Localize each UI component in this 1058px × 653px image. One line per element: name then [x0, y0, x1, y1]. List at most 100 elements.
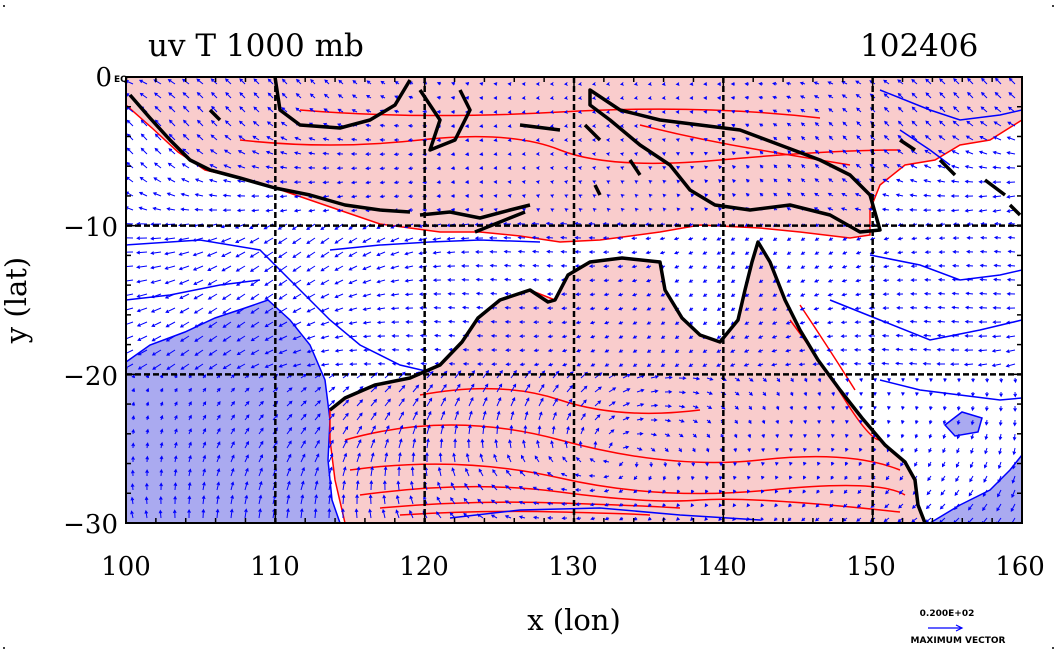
wind-vector	[928, 461, 932, 468]
wind-vector	[154, 105, 162, 113]
wind-vector	[482, 410, 487, 421]
wind-vector	[998, 433, 1003, 441]
wind-vector	[518, 486, 526, 491]
wind-vector	[786, 192, 792, 197]
wind-vector	[384, 411, 391, 421]
wind-vector	[328, 452, 334, 463]
wind-vector	[194, 349, 204, 356]
wind-vector	[286, 480, 291, 491]
wind-vector	[704, 207, 709, 212]
wind-vector	[1013, 377, 1018, 384]
wind-vector	[911, 120, 918, 127]
wind-vector	[377, 334, 386, 339]
wind-vector	[704, 503, 709, 508]
wind-vector	[518, 277, 526, 282]
wind-vector	[538, 383, 545, 393]
wind-vector	[773, 517, 778, 522]
wind-vector	[230, 481, 235, 491]
wind-vector	[772, 123, 778, 127]
wind-vector	[533, 320, 540, 325]
wind-vector	[265, 179, 274, 184]
wind-vector	[393, 194, 400, 199]
wind-vector	[327, 508, 332, 519]
wind-vector	[306, 293, 316, 299]
wind-vector	[140, 119, 148, 127]
wind-vector	[280, 121, 288, 127]
wind-vector	[393, 166, 400, 171]
wind-vector	[407, 208, 414, 212]
wind-vector	[978, 209, 988, 213]
wind-vector	[985, 391, 989, 398]
wind-vector	[258, 494, 263, 505]
wind-vector	[264, 265, 274, 272]
wind-vector	[236, 307, 246, 314]
wind-vector	[858, 461, 863, 467]
wind-vector	[594, 427, 600, 435]
wind-vector	[800, 108, 806, 113]
wind-vector	[531, 235, 540, 240]
wind-vector	[479, 453, 484, 463]
wind-vector	[377, 361, 386, 366]
wind-vector	[320, 265, 330, 272]
wind-vector	[131, 428, 136, 435]
wind-vector	[789, 475, 793, 480]
wind-vector	[489, 249, 498, 254]
wind-vector	[168, 92, 176, 99]
wind-vector	[617, 292, 624, 297]
wind-vector	[664, 433, 671, 437]
wind-vector	[412, 397, 419, 407]
wind-vector	[994, 221, 1002, 226]
wind-vector	[365, 180, 372, 185]
wind-vector	[660, 293, 666, 297]
wind-vector	[236, 293, 246, 300]
wind-vector	[799, 81, 806, 86]
wind-vector	[662, 207, 667, 212]
wind-vector	[153, 162, 162, 169]
wind-vector	[216, 441, 221, 449]
wind-vector	[786, 293, 792, 297]
wind-vector	[221, 279, 232, 286]
wind-vector	[535, 194, 540, 198]
wind-vector	[314, 413, 321, 421]
wind-vector	[159, 401, 164, 407]
wind-vector	[384, 425, 390, 435]
wind-vector	[964, 348, 974, 353]
x-tick-label: 140	[697, 552, 747, 582]
wind-vector	[633, 475, 638, 481]
wind-vector	[174, 401, 178, 407]
wind-vector	[450, 96, 456, 100]
wind-vector	[786, 251, 792, 255]
wind-vector	[308, 151, 316, 156]
wind-vector	[664, 404, 672, 409]
wind-vector	[789, 391, 794, 397]
wind-vector	[396, 480, 401, 491]
wind-vector	[734, 391, 740, 396]
wind-vector	[308, 180, 316, 185]
wind-vector	[859, 377, 863, 383]
wind-vector	[645, 222, 652, 227]
wind-vector	[286, 387, 293, 393]
wind-vector	[216, 454, 221, 463]
corner-mark	[3, 647, 5, 649]
wind-vector	[881, 361, 890, 366]
wind-vector	[589, 458, 596, 463]
wind-vector	[342, 412, 349, 421]
wind-vector	[280, 136, 288, 141]
wind-vector	[675, 96, 680, 100]
wind-vector	[281, 92, 288, 99]
wind-vector	[748, 391, 753, 396]
wind-vector	[855, 250, 862, 255]
wind-vector	[895, 361, 904, 366]
wind-vector	[412, 411, 418, 421]
wind-vector	[827, 94, 834, 99]
wind-vector	[450, 194, 455, 198]
wind-vector	[549, 166, 554, 170]
wind-vector	[519, 362, 526, 367]
wind-vector	[1006, 180, 1016, 185]
wind-vector	[136, 265, 148, 269]
wind-vector	[547, 320, 554, 325]
wind-vector	[662, 193, 667, 198]
wind-vector	[356, 439, 362, 449]
wind-vector	[253, 92, 260, 99]
wind-vector	[263, 237, 274, 244]
